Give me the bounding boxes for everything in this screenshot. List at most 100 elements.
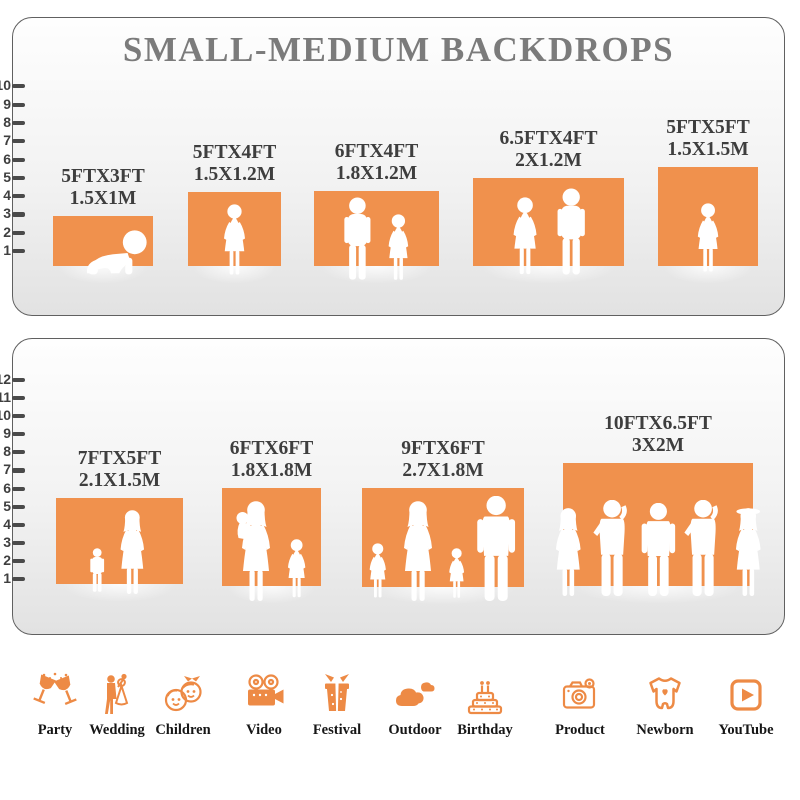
- ruler-number: 7: [3, 461, 11, 478]
- people-silhouettes: [555, 500, 761, 596]
- wedding-couple-icon: [105, 673, 129, 714]
- ruler-tick: [12, 139, 25, 144]
- backdrop-rect: [658, 167, 758, 272]
- floor-reflection: [188, 266, 281, 290]
- category-party: Party: [7, 666, 103, 739]
- category-product: Product: [532, 666, 628, 739]
- video-camera-icon: [248, 674, 284, 706]
- ruler-number: 2: [3, 223, 11, 240]
- floor-reflection: [362, 587, 524, 611]
- figure-girl-silhouette: [449, 548, 465, 598]
- figure-man-silhouette: [641, 503, 675, 596]
- figure-boy-silhouette: [557, 188, 586, 275]
- ruler-tick: [12, 486, 25, 491]
- backdrop-rect: [314, 191, 439, 280]
- size-ft-label: 5FTX3FT: [61, 166, 145, 187]
- ruler-number: 3: [3, 205, 11, 222]
- figure-woman_hat-silhouette: [735, 508, 761, 596]
- size-ft-label: 10FTX6.5FT: [604, 413, 712, 434]
- people-silhouettes: [188, 204, 281, 279]
- category-label: Festival: [312, 722, 362, 738]
- ruler-tick: [12, 468, 25, 473]
- ruler-number: 10: [0, 77, 11, 94]
- ruler-tick: [12, 396, 25, 401]
- figure-man-silhouette: [477, 496, 516, 601]
- youtube-play-icon: [730, 679, 762, 711]
- ruler-tick: [12, 120, 25, 126]
- ruler-number: 5: [3, 497, 11, 514]
- size-ft-label: 5FTX5FT: [666, 117, 750, 138]
- category-icon-box: [367, 666, 463, 718]
- figure-man_pose-silhouette: [684, 500, 719, 596]
- category-label: Birthday: [457, 722, 513, 738]
- gift-box-icon: [325, 674, 349, 711]
- figure-woman-silhouette: [403, 501, 432, 601]
- category-newborn: Newborn: [617, 666, 713, 739]
- category-children: Children: [135, 666, 231, 739]
- floor-reflection: [53, 266, 153, 290]
- birthday-cake-icon: [467, 681, 503, 715]
- size-ft-label: 6FTX6FT: [229, 438, 314, 459]
- size-m-label: 2.1X1.5M: [78, 470, 161, 492]
- figure-girl-silhouette: [287, 539, 306, 598]
- photo-camera-icon: [562, 678, 596, 709]
- backdrop-size-label: 7FTX5FT 2.1X1.5M: [78, 448, 161, 492]
- category-icon-box: [437, 666, 533, 718]
- people-silhouettes: [473, 188, 624, 279]
- backdrop-rect: [362, 488, 524, 601]
- floor-reflection: [56, 584, 183, 608]
- ruler-tick: [12, 212, 25, 217]
- ruler-number: 2: [3, 551, 11, 568]
- floor-reflection: [222, 586, 321, 610]
- category-label: Wedding: [89, 722, 145, 738]
- ruler-number: 6: [3, 150, 11, 167]
- category-label: Outdoor: [388, 722, 442, 738]
- backdrop-size-label: 5FTX4FT 1.5X1.2M: [193, 142, 276, 186]
- ruler-tick: [12, 84, 25, 89]
- backdrop-rect: [188, 192, 281, 275]
- ruler-tick: [12, 432, 25, 437]
- children-faces-icon: [164, 676, 202, 712]
- size-m-label: 1.8X1.8M: [230, 460, 313, 482]
- figure-child-silhouette: [89, 548, 104, 592]
- page-title: SMALL-MEDIUM BACKDROPS: [122, 30, 675, 69]
- party-glasses-icon: [33, 672, 77, 706]
- category-icon-box: [135, 666, 231, 718]
- category-icon-box: [532, 666, 628, 718]
- ruler-tick: [12, 522, 25, 527]
- floor-reflection: [473, 266, 624, 290]
- category-video: Video: [216, 666, 312, 739]
- size-m-label: 2.7X1.8M: [402, 460, 484, 482]
- category-wedding: Wedding: [69, 666, 165, 739]
- baby-onesie-icon: [649, 677, 681, 710]
- figure-girl-silhouette: [388, 214, 408, 280]
- size-ft-label: 7FTX5FT: [77, 448, 162, 469]
- figure-boy-silhouette: [344, 197, 371, 280]
- category-label: Children: [155, 722, 211, 738]
- category-icon-box: [69, 666, 165, 718]
- backdrop-rect: [555, 463, 761, 596]
- people-silhouettes: [222, 501, 321, 601]
- ruler-number: 1: [3, 242, 11, 258]
- people-silhouettes: [56, 510, 183, 594]
- category-icon-box: [698, 666, 794, 718]
- category-festival: Festival: [289, 666, 385, 739]
- floor-reflection: [314, 266, 439, 290]
- floor-reflection: [563, 586, 753, 610]
- floor-reflection: [658, 266, 758, 290]
- ruler-tick: [12, 249, 25, 254]
- figure-woman_baby-silhouette: [236, 501, 270, 601]
- size-m-label: 2X1.2M: [515, 150, 582, 172]
- category-icon-box: [617, 666, 713, 718]
- ruler-number: 9: [3, 95, 11, 112]
- ruler-number: 10: [0, 407, 11, 424]
- backdrop-size-label: 5FTX3FT 1.5X1M: [61, 166, 144, 210]
- category-label: Party: [37, 722, 73, 738]
- people-silhouettes: [362, 496, 524, 601]
- size-ft-label: 5FTX4FT: [192, 142, 277, 163]
- figure-girl-silhouette: [513, 197, 537, 275]
- backdrop-size-label: 6FTX4FT 1.8X1.2M: [335, 141, 418, 185]
- category-label: Newborn: [636, 722, 694, 738]
- ruler-tick: [12, 157, 25, 162]
- figure-baby-silhouette: [87, 230, 147, 275]
